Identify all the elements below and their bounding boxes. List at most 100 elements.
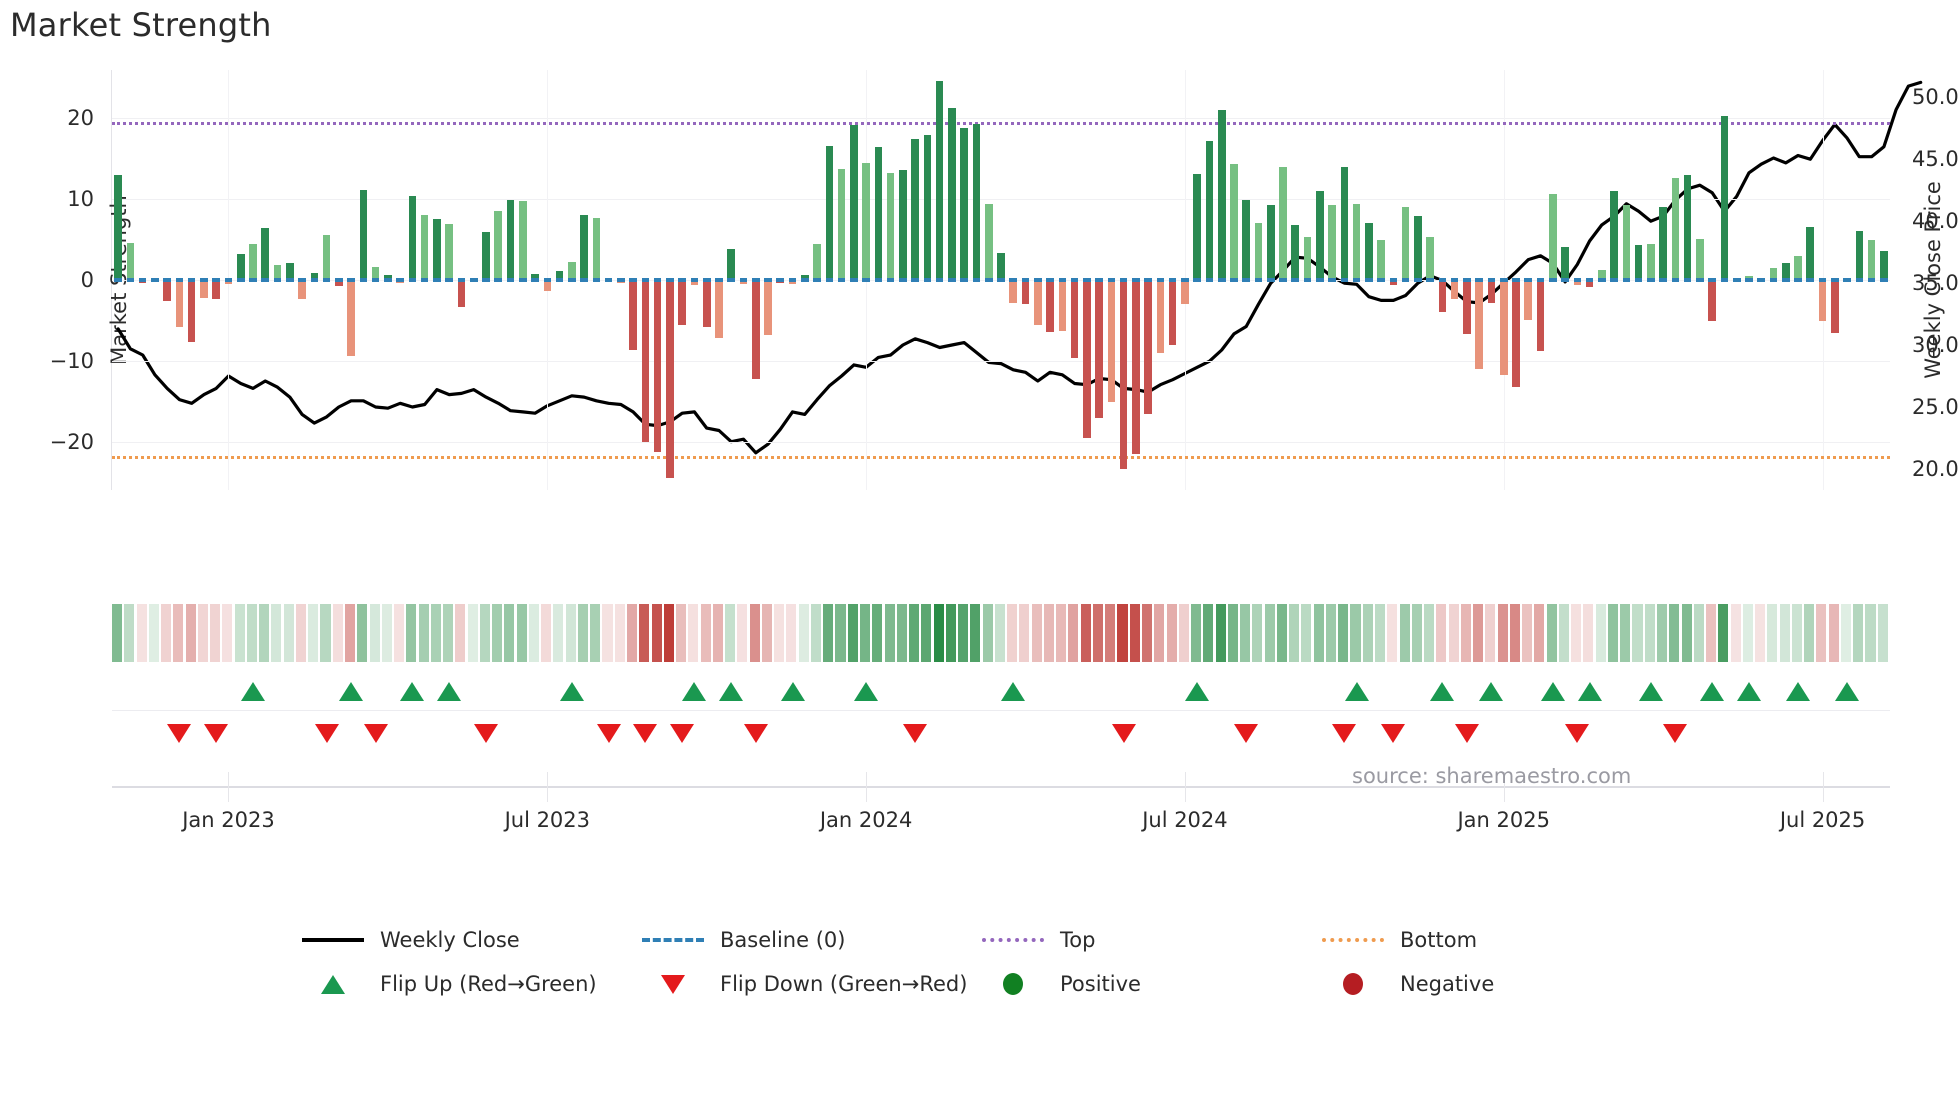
baseline-segment bbox=[347, 278, 355, 282]
strength-bar bbox=[1070, 280, 1079, 358]
strength-bar bbox=[666, 280, 674, 478]
strength-bar bbox=[1475, 280, 1483, 369]
strength-bar bbox=[1781, 263, 1790, 280]
heatmap-cell bbox=[1804, 604, 1815, 662]
legend-item[interactable]: Flip Down (Green→Red) bbox=[640, 972, 980, 996]
legend-item[interactable]: Bottom bbox=[1320, 928, 1660, 952]
baseline-segment bbox=[568, 278, 576, 282]
strength-bar bbox=[433, 219, 441, 280]
baseline-segment bbox=[285, 278, 294, 282]
heatmap-cell bbox=[222, 604, 233, 662]
heatmap-cell bbox=[786, 604, 797, 662]
baseline-segment bbox=[114, 278, 122, 282]
plot-overlay bbox=[116, 80, 1923, 455]
heatmap-cell bbox=[1105, 604, 1116, 662]
heatmap-cell bbox=[1043, 604, 1054, 662]
heatmap-cell bbox=[627, 604, 638, 662]
heatmap-cell bbox=[676, 604, 687, 662]
strength-bar bbox=[1573, 280, 1582, 285]
baseline-segment bbox=[1107, 278, 1116, 282]
legend-item[interactable]: Baseline (0) bbox=[640, 928, 980, 952]
heatmap-cell bbox=[1632, 604, 1643, 662]
baseline-segment bbox=[1634, 278, 1643, 282]
heatmap-cell bbox=[271, 604, 282, 662]
strength-bar bbox=[1794, 255, 1802, 280]
strength-bar bbox=[678, 280, 686, 326]
x-axis-tick bbox=[547, 772, 549, 802]
heatmap-cell bbox=[1877, 604, 1888, 662]
heatmap-cell bbox=[896, 604, 907, 662]
legend-item[interactable]: Weekly Close bbox=[300, 928, 640, 952]
heatmap-cell bbox=[1068, 604, 1079, 662]
strength-bar bbox=[335, 280, 343, 287]
heatmap-cell bbox=[516, 604, 527, 662]
flip-marker-rows bbox=[112, 676, 1890, 756]
strength-bar bbox=[175, 280, 184, 327]
strength-bar bbox=[1414, 216, 1422, 280]
strength-bar bbox=[236, 254, 245, 280]
market-strength-heatmap-strip bbox=[112, 604, 1890, 662]
heatmap-cell bbox=[1473, 604, 1484, 662]
strength-bar bbox=[886, 172, 895, 280]
baseline-segment bbox=[1867, 278, 1876, 282]
flip-up-marker bbox=[682, 682, 707, 701]
baseline-segment bbox=[960, 278, 968, 282]
baseline-segment bbox=[1377, 278, 1385, 282]
baseline-segment bbox=[445, 278, 453, 282]
baseline-segment bbox=[1156, 278, 1165, 282]
flip-up-marker bbox=[559, 682, 584, 701]
heatmap-cell bbox=[1399, 604, 1410, 662]
strength-bar bbox=[347, 280, 355, 356]
legend-item[interactable]: Positive bbox=[980, 972, 1320, 996]
strength-bar bbox=[825, 145, 834, 280]
baseline-segment bbox=[1732, 278, 1741, 282]
legend-item[interactable]: Negative bbox=[1320, 972, 1660, 996]
baseline-segment bbox=[1806, 278, 1815, 282]
heatmap-cell bbox=[1019, 604, 1030, 662]
baseline-segment bbox=[801, 278, 809, 282]
legend-label: Flip Up (Red→Green) bbox=[380, 972, 597, 996]
reference-line-bottom bbox=[112, 456, 1890, 460]
heatmap-cell bbox=[1853, 604, 1864, 662]
baseline-segment bbox=[469, 278, 478, 282]
strength-bar bbox=[1671, 178, 1680, 280]
heatmap-cell bbox=[810, 604, 821, 662]
baseline-segment bbox=[1230, 278, 1238, 282]
heatmap-cell bbox=[602, 604, 613, 662]
strength-bar bbox=[837, 169, 846, 280]
gridline-horizontal bbox=[112, 441, 1890, 443]
reference-line-top bbox=[112, 121, 1890, 125]
strength-bar bbox=[1634, 245, 1643, 280]
baseline-segment bbox=[433, 278, 441, 282]
strength-bar bbox=[1438, 280, 1447, 313]
strength-bar bbox=[1647, 243, 1655, 280]
heatmap-cell bbox=[1424, 604, 1435, 662]
strength-bar bbox=[384, 275, 392, 280]
strength-bar bbox=[911, 138, 919, 280]
strength-bar bbox=[751, 280, 760, 380]
x-axis-tick-label: Jul 2025 bbox=[1779, 808, 1866, 832]
heatmap-cell bbox=[994, 604, 1005, 662]
x-axis-spine bbox=[112, 786, 1890, 788]
heatmap-cell bbox=[185, 604, 196, 662]
triangle-down-icon bbox=[661, 974, 685, 994]
heatmap-cell bbox=[823, 604, 834, 662]
heatmap-cell bbox=[1522, 604, 1533, 662]
baseline-segment bbox=[886, 278, 895, 282]
legend-glyph bbox=[1320, 938, 1386, 942]
strength-bar bbox=[114, 175, 122, 280]
heatmap-cell bbox=[283, 604, 294, 662]
baseline-segment bbox=[923, 278, 932, 282]
flip-down-marker bbox=[1332, 724, 1357, 743]
legend-item[interactable]: Flip Up (Red→Green) bbox=[300, 972, 640, 996]
heatmap-cell bbox=[761, 604, 772, 662]
baseline-segment bbox=[1242, 278, 1251, 282]
heatmap-cell bbox=[197, 604, 208, 662]
strength-bar bbox=[408, 196, 417, 280]
baseline-segment bbox=[1083, 278, 1091, 282]
strength-bar bbox=[1107, 280, 1116, 402]
legend-item[interactable]: Top bbox=[980, 928, 1320, 952]
heatmap-cell bbox=[1276, 604, 1287, 662]
heatmap-cell bbox=[295, 604, 306, 662]
heatmap-cell bbox=[725, 604, 736, 662]
